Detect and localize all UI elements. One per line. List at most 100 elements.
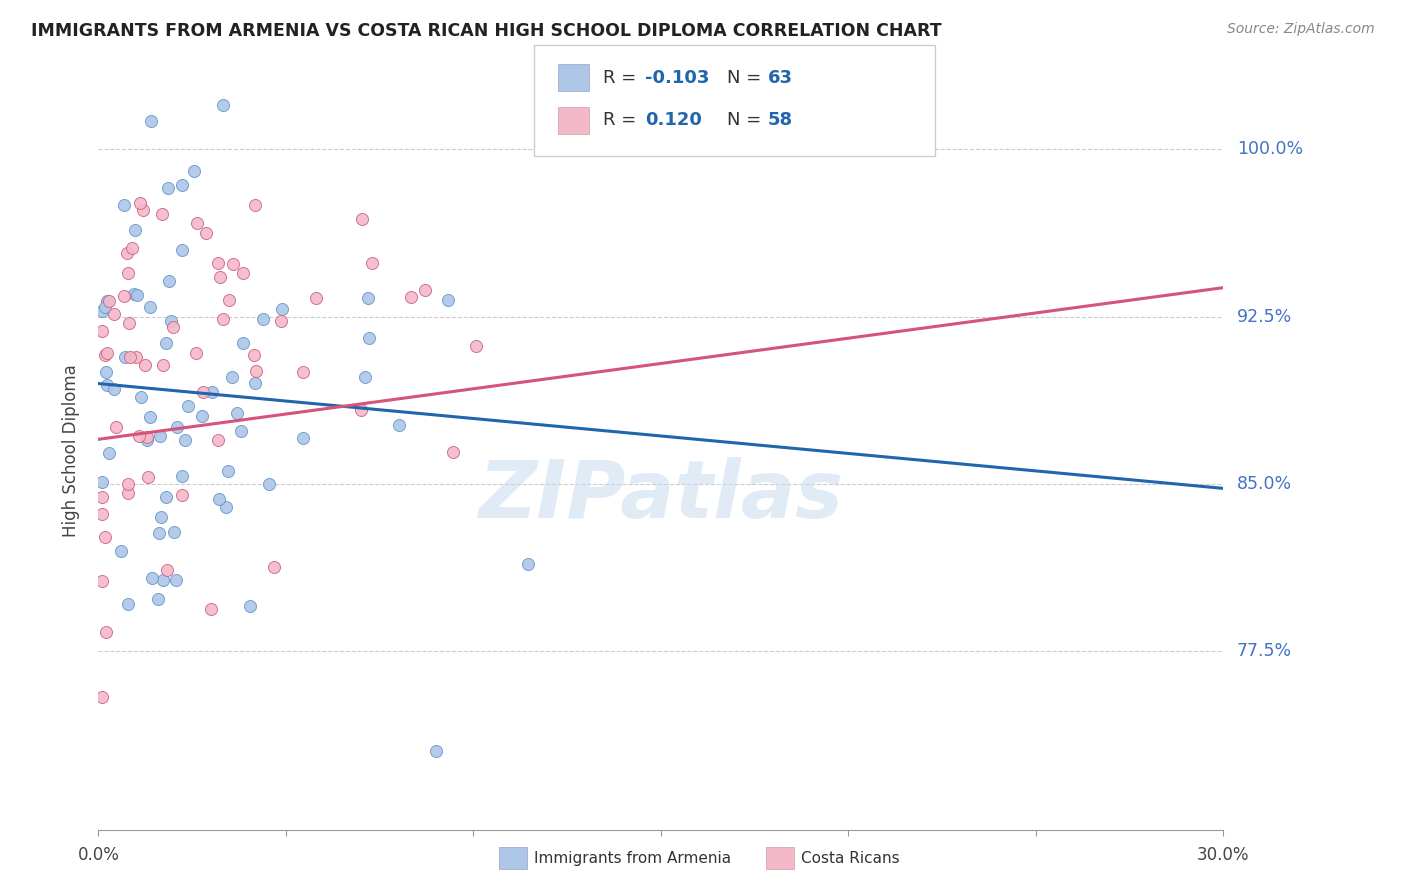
Point <box>118 350 141 364</box>
Point <box>136 430 159 444</box>
Point <box>91 574 114 588</box>
Point <box>465 339 488 353</box>
Point <box>136 433 159 447</box>
Point <box>174 434 197 448</box>
Point <box>98 293 121 308</box>
Text: 63: 63 <box>768 69 793 87</box>
Text: R =: R = <box>603 69 643 87</box>
Point <box>141 571 163 585</box>
Point <box>221 369 243 384</box>
Point <box>209 269 232 284</box>
Point <box>96 293 118 308</box>
Point <box>110 544 132 558</box>
Point <box>155 490 177 504</box>
Point <box>350 403 373 417</box>
Point <box>148 525 170 540</box>
Point <box>162 320 184 334</box>
Point <box>125 287 148 301</box>
Point <box>122 286 145 301</box>
Point <box>156 180 179 194</box>
Point <box>211 97 233 112</box>
Text: N =: N = <box>727 69 766 87</box>
Text: Immigrants from Armenia: Immigrants from Armenia <box>534 851 731 865</box>
Text: Source: ZipAtlas.com: Source: ZipAtlas.com <box>1227 22 1375 37</box>
Point <box>215 500 238 515</box>
Point <box>124 222 146 236</box>
Text: 58: 58 <box>768 112 793 129</box>
Point <box>91 490 114 504</box>
Point <box>128 429 150 443</box>
Point <box>399 290 422 304</box>
Text: ZIPatlas: ZIPatlas <box>478 457 844 535</box>
Point <box>184 345 207 359</box>
Point <box>437 293 460 307</box>
Point <box>103 307 125 321</box>
Point <box>239 599 262 613</box>
Point <box>94 348 117 362</box>
Text: -0.103: -0.103 <box>645 69 710 87</box>
Point <box>270 314 292 328</box>
Point <box>357 331 380 345</box>
Text: 92.5%: 92.5% <box>1237 308 1292 326</box>
Point <box>350 212 373 227</box>
Point <box>232 336 254 351</box>
Point <box>98 446 121 460</box>
Point <box>118 316 141 330</box>
Point <box>207 434 229 448</box>
Point <box>425 744 447 758</box>
Point <box>129 391 152 405</box>
Point <box>191 385 214 400</box>
Text: 30.0%: 30.0% <box>1197 847 1250 864</box>
Point <box>231 424 253 438</box>
Point <box>388 418 411 433</box>
Point <box>357 291 380 305</box>
Point <box>114 351 136 365</box>
Point <box>415 283 437 297</box>
Text: N =: N = <box>727 112 766 129</box>
Point <box>170 178 193 192</box>
Point <box>270 301 292 316</box>
Point <box>104 419 127 434</box>
Point <box>91 304 114 318</box>
Point <box>190 409 212 424</box>
Text: 77.5%: 77.5% <box>1237 642 1292 660</box>
Text: 0.120: 0.120 <box>645 112 702 129</box>
Text: 100.0%: 100.0% <box>1237 140 1303 159</box>
Point <box>115 246 138 260</box>
Point <box>156 563 179 577</box>
Point <box>252 312 274 326</box>
Text: 85.0%: 85.0% <box>1237 475 1292 493</box>
Point <box>360 256 382 270</box>
Point <box>134 358 156 372</box>
Point <box>117 266 139 280</box>
Point <box>212 312 235 326</box>
Point <box>200 384 222 399</box>
Point <box>165 573 187 587</box>
Point <box>291 365 314 379</box>
Point <box>163 525 186 540</box>
Point <box>170 488 193 502</box>
Text: 0.0%: 0.0% <box>77 847 120 864</box>
Point <box>208 491 231 506</box>
Point <box>226 406 249 420</box>
Point <box>138 470 160 484</box>
Point <box>183 164 205 178</box>
Point <box>263 559 285 574</box>
Point <box>152 358 174 372</box>
Point <box>132 203 155 218</box>
Point <box>112 198 135 212</box>
Point <box>103 382 125 396</box>
Point <box>150 207 173 221</box>
Point <box>207 256 229 270</box>
Point <box>170 243 193 257</box>
Point <box>243 376 266 391</box>
Point <box>91 690 114 704</box>
Point <box>166 420 188 434</box>
Point <box>94 365 117 379</box>
Point <box>124 350 146 364</box>
Point <box>231 266 253 280</box>
Point <box>148 592 170 607</box>
Text: IMMIGRANTS FROM ARMENIA VS COSTA RICAN HIGH SCHOOL DIPLOMA CORRELATION CHART: IMMIGRANTS FROM ARMENIA VS COSTA RICAN H… <box>31 22 942 40</box>
Point <box>245 198 267 212</box>
Point <box>117 477 139 491</box>
